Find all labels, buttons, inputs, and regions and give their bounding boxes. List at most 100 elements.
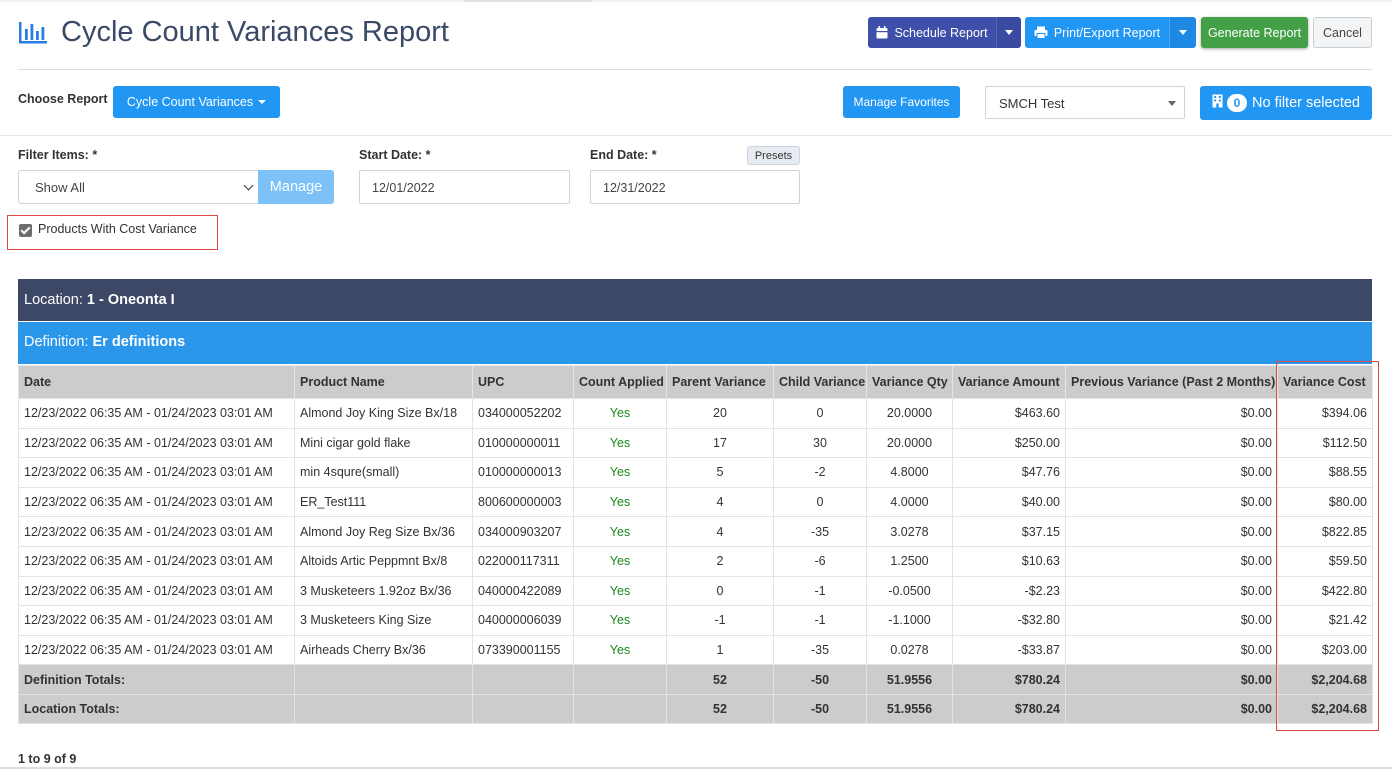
table-cell: Yes <box>573 398 667 429</box>
column-header[interactable]: UPC <box>472 365 574 399</box>
table-cell: 3.0278 <box>866 516 953 547</box>
totals-row: Definition Totals: 52 -50 51.9556 $780.24 $0.… <box>18 664 1373 695</box>
schedule-report-dropdown[interactable] <box>996 17 1021 48</box>
table-cell: $59.50 <box>1277 545 1373 577</box>
totals-cell: 52 <box>666 693 774 725</box>
table-row[interactable]: 12/23/2022 06:35 AM - 01/24/2023 03:01 A… <box>18 398 1373 429</box>
generate-report-button[interactable]: Generate Report <box>1201 17 1308 48</box>
table-cell: 12/23/2022 06:35 AM - 01/24/2023 03:01 A… <box>18 427 295 459</box>
table-cell: $422.80 <box>1277 575 1373 607</box>
table-cell: 3 Musketeers King Size <box>294 605 473 636</box>
filter-items-label: Filter Items: * <box>18 148 98 162</box>
table-row[interactable]: 12/23/2022 06:35 AM - 01/24/2023 03:01 A… <box>18 457 1373 488</box>
table-cell: 12/23/2022 06:35 AM - 01/24/2023 03:01 A… <box>18 486 295 518</box>
store-select[interactable]: SMCH Test <box>985 86 1185 119</box>
filter-items-select[interactable]: Show All <box>18 170 259 204</box>
manage-favorites-button[interactable]: Manage Favorites <box>843 86 960 118</box>
table-cell: 040000006039 <box>472 605 574 636</box>
table-cell: 12/23/2022 06:35 AM - 01/24/2023 03:01 A… <box>18 634 295 666</box>
table-cell: -2 <box>773 457 867 488</box>
table-cell: $203.00 <box>1277 634 1373 666</box>
page-title: Cycle Count Variances Report <box>61 16 449 48</box>
manage-button[interactable]: Manage <box>258 170 334 204</box>
column-header[interactable]: Variance Qty <box>866 365 953 399</box>
calendar-icon <box>876 26 888 39</box>
table-cell: $47.76 <box>952 457 1066 488</box>
table-cell: 010000000011 <box>472 427 574 459</box>
table-cell: -35 <box>773 516 867 547</box>
cancel-button[interactable]: Cancel <box>1313 17 1372 48</box>
print-export-dropdown[interactable] <box>1169 17 1196 48</box>
table-row[interactable]: 12/23/2022 06:35 AM - 01/24/2023 03:01 A… <box>18 427 1373 459</box>
column-header[interactable]: Variance Cost <box>1277 365 1373 399</box>
filter-button[interactable]: 0 No filter selected <box>1200 86 1372 120</box>
choose-report-label: Choose Report <box>18 92 108 106</box>
variance-table: Date Product Name UPC Count Applied Parent V… <box>18 365 1373 725</box>
table-cell: $394.06 <box>1277 398 1373 429</box>
table-row[interactable]: 12/23/2022 06:35 AM - 01/24/2023 03:01 A… <box>18 545 1373 577</box>
cost-variance-checkbox[interactable] <box>19 224 32 237</box>
table-row[interactable]: 12/23/2022 06:35 AM - 01/24/2023 03:01 A… <box>18 634 1373 666</box>
table-cell: 4 <box>666 516 774 547</box>
table-cell: $0.00 <box>1065 575 1278 607</box>
column-header[interactable]: Date <box>18 365 295 399</box>
totals-row: Location Totals: 52 -50 51.9556 $780.24 $0.00… <box>18 693 1373 725</box>
presets-button[interactable]: Presets <box>747 146 800 165</box>
totals-cell: $0.00 <box>1065 693 1278 725</box>
schedule-report-button[interactable]: Schedule Report <box>868 17 996 48</box>
table-cell: 1.2500 <box>866 545 953 577</box>
definition-name: Er definitions <box>92 334 186 350</box>
table-cell: $112.50 <box>1277 427 1373 459</box>
table-cell: -$33.87 <box>952 634 1066 666</box>
table-cell: Almond Joy King Size Bx/18 <box>294 398 473 429</box>
filter-count-badge: 0 <box>1227 94 1247 112</box>
column-header[interactable]: Product Name <box>294 365 473 399</box>
start-date-input[interactable]: 12/01/2022 <box>359 170 570 204</box>
column-header[interactable]: Previous Variance (Past 2 Months) <box>1065 365 1278 399</box>
chevron-down-icon <box>243 180 254 191</box>
end-date-input[interactable]: 12/31/2022 <box>590 170 800 204</box>
table-cell: Yes <box>573 634 667 666</box>
table-cell: $0.00 <box>1065 486 1278 518</box>
table-cell: -6 <box>773 545 867 577</box>
report-type-dropdown[interactable]: Cycle Count Variances <box>113 86 280 118</box>
table-cell: $0.00 <box>1065 398 1278 429</box>
table-row[interactable]: 12/23/2022 06:35 AM - 01/24/2023 03:01 A… <box>18 605 1373 636</box>
table-cell: $463.60 <box>952 398 1066 429</box>
end-date-label: End Date: * <box>590 148 657 162</box>
filter-items-value: Show All <box>35 180 85 195</box>
table-cell: $0.00 <box>1065 427 1278 459</box>
table-cell: $0.00 <box>1065 516 1278 547</box>
table-cell: $80.00 <box>1277 486 1373 518</box>
bar-chart-icon <box>19 22 47 44</box>
table-row[interactable]: 12/23/2022 06:35 AM - 01/24/2023 03:01 A… <box>18 575 1373 607</box>
table-cell: -1 <box>773 605 867 636</box>
column-header[interactable]: Count Applied <box>573 365 667 399</box>
totals-cell: 51.9556 <box>866 693 953 725</box>
table-row[interactable]: 12/23/2022 06:35 AM - 01/24/2023 03:01 A… <box>18 516 1373 547</box>
location-name: 1 - Oneonta I <box>86 292 175 308</box>
table-cell: Yes <box>573 516 667 547</box>
column-header[interactable]: Variance Amount <box>952 365 1066 399</box>
table-cell: 12/23/2022 06:35 AM - 01/24/2023 03:01 A… <box>18 575 295 607</box>
column-header[interactable]: Child Variance <box>773 365 867 399</box>
table-cell: $21.42 <box>1277 605 1373 636</box>
totals-cell: $780.24 <box>952 693 1066 725</box>
table-cell: 010000000013 <box>472 457 574 488</box>
chevron-down-icon <box>1179 30 1187 35</box>
table-row[interactable]: 12/23/2022 06:35 AM - 01/24/2023 03:01 A… <box>18 486 1373 518</box>
report-type-label: Cycle Count Variances <box>126 95 254 109</box>
table-cell: $0.00 <box>1065 634 1278 666</box>
location-prefix: Location: <box>24 292 83 308</box>
table-cell: 4.0000 <box>866 486 953 518</box>
totals-cell: 52 <box>666 664 774 695</box>
table-cell: 0.0278 <box>866 634 953 666</box>
cost-variance-label: Products With Cost Variance <box>38 222 197 236</box>
printer-icon <box>1034 26 1048 39</box>
chevron-down-icon <box>258 100 267 104</box>
column-header[interactable]: Parent Variance <box>666 365 774 399</box>
totals-cell: Definition Totals: <box>18 664 295 695</box>
table-cell: $0.00 <box>1065 545 1278 577</box>
print-export-button[interactable]: Print/Export Report <box>1025 17 1169 48</box>
filter-label: No filter selected <box>1252 95 1360 111</box>
